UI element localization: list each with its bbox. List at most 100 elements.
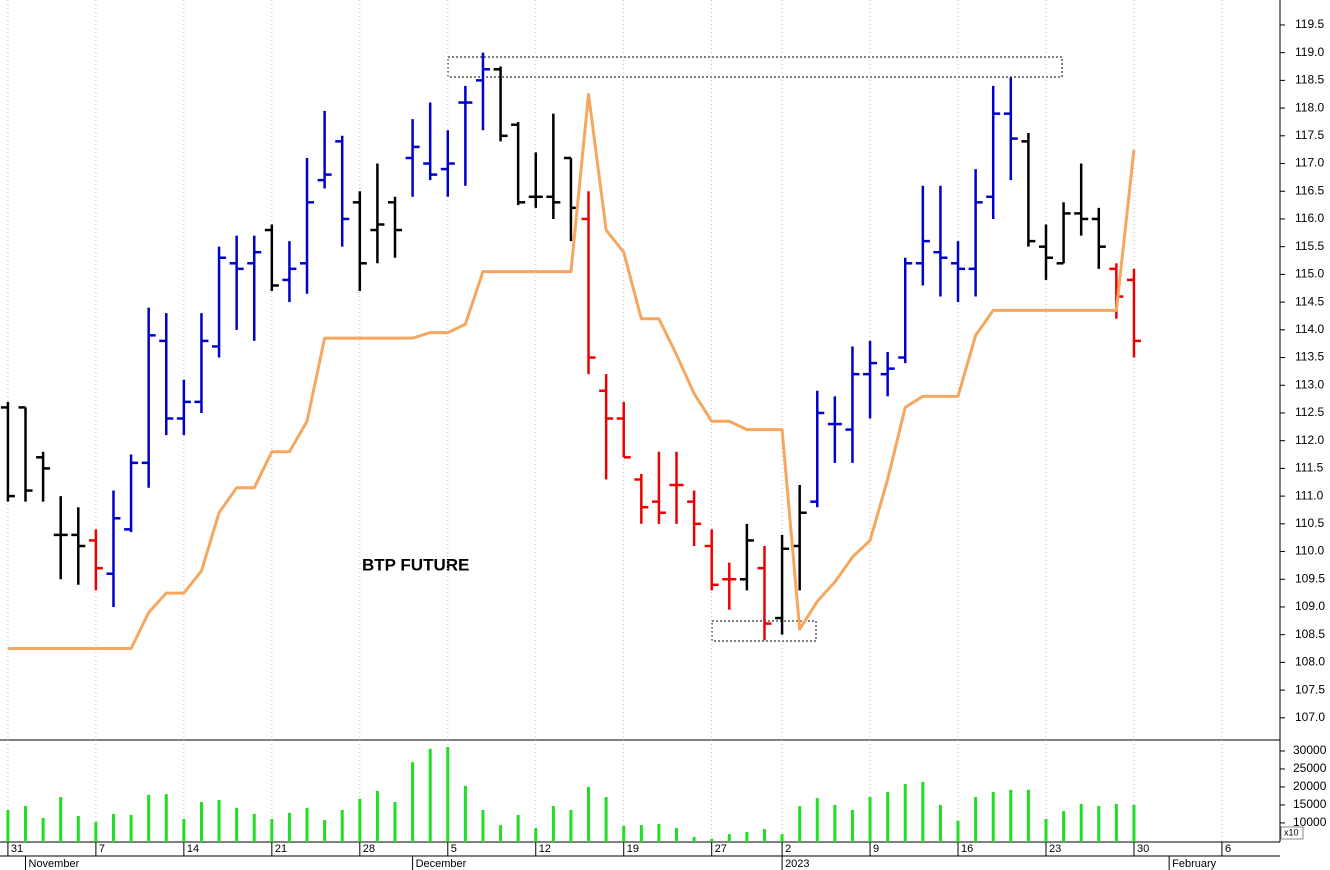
volume-bar: [287, 812, 291, 842]
x-tick-label: 9: [873, 843, 879, 855]
x-tick-label: 31: [11, 843, 23, 855]
volume-bar: [182, 818, 186, 842]
volume-bar: [340, 809, 344, 842]
y-tick-label: 116.0: [1295, 211, 1324, 225]
volume-bar: [1044, 818, 1048, 842]
multiplier-label: x10: [1284, 827, 1299, 837]
y-tick-label: 111.0: [1295, 488, 1324, 502]
volume-bar: [657, 824, 661, 842]
y-tick-label: 110.5: [1295, 516, 1324, 530]
volume-bar: [1132, 804, 1136, 842]
x-tick-label: 5: [451, 843, 457, 855]
volume-bar: [375, 790, 379, 842]
volume-bar: [815, 798, 819, 842]
x-tick-label: 7: [99, 843, 105, 855]
volume-bar: [1079, 803, 1083, 842]
x-tick-label: 21: [275, 843, 287, 855]
volume-bar: [974, 797, 978, 842]
volume-bar: [762, 829, 766, 842]
volume-bar: [745, 831, 749, 842]
volume-bar: [780, 834, 784, 842]
y-tick-label: 15000: [1293, 797, 1327, 811]
volume-bar: [59, 797, 63, 842]
volume-bar: [903, 784, 907, 842]
volume-bar: [692, 836, 696, 842]
volume-bar: [991, 791, 995, 842]
y-tick-label: 113.5: [1295, 350, 1324, 364]
y-tick-label: 114.0: [1295, 322, 1324, 336]
volume-bar: [305, 807, 309, 842]
y-tick-label: 118.0: [1295, 100, 1324, 114]
y-tick-label: 117.5: [1295, 128, 1324, 142]
x-tick-label: 30: [1137, 843, 1149, 855]
x-tick-label: 6: [1225, 843, 1231, 855]
volume-bar: [411, 762, 415, 842]
multiplier-box: [1280, 826, 1304, 840]
y-tick-label: 20000: [1293, 779, 1327, 793]
y-tick-label: 10000: [1293, 815, 1327, 829]
volume-bar: [921, 781, 925, 842]
volume-bar: [199, 802, 203, 842]
volume-bar: [622, 825, 626, 842]
volume-bar: [393, 802, 397, 842]
volume-bar: [798, 806, 802, 842]
volume-bar: [639, 825, 643, 842]
x-tick-label: 27: [715, 843, 727, 855]
volume-bar: [164, 794, 168, 842]
volume-bar: [938, 804, 942, 842]
x-tick-label: 12: [539, 843, 551, 855]
y-tick-label: 119.5: [1295, 17, 1324, 31]
volume-bar: [463, 785, 467, 842]
volume-bar: [1097, 806, 1101, 842]
month-label: November: [29, 858, 80, 870]
y-tick-label: 111.5: [1295, 461, 1324, 475]
volume-bar: [217, 799, 221, 842]
volume-bar: [24, 806, 28, 842]
y-tick-label: 115.0: [1295, 267, 1324, 281]
volume-bar: [1062, 811, 1066, 842]
y-tick-label: 114.5: [1295, 294, 1324, 308]
volume-bar: [129, 815, 133, 842]
volume-bar: [323, 820, 327, 842]
volume-bar: [76, 816, 80, 842]
y-tick-label: 109.5: [1295, 571, 1325, 585]
month-label: 2023: [785, 858, 809, 870]
month-label: February: [1172, 858, 1217, 870]
volume-bar: [358, 798, 362, 842]
y-tick-label: 116.5: [1295, 183, 1324, 197]
volume-bar: [569, 809, 573, 842]
volume-bar: [111, 813, 115, 842]
volume-bar: [727, 834, 731, 842]
volume-bar: [1114, 803, 1118, 842]
y-tick-label: 110.0: [1295, 544, 1324, 558]
volume-bar: [1009, 789, 1013, 842]
volume-bar: [868, 797, 872, 842]
volume-bar: [850, 809, 854, 842]
volume-bar: [252, 813, 256, 842]
volume-bar: [270, 818, 274, 842]
volume-bar: [499, 825, 503, 842]
x-tick-label: 16: [961, 843, 973, 855]
x-tick-label: 2: [785, 843, 791, 855]
volume-bar: [235, 807, 239, 842]
resistance-box: [447, 56, 1063, 78]
volume-bar: [1026, 789, 1030, 842]
volume-bar: [710, 838, 714, 842]
x-tick-label: 23: [1049, 843, 1061, 855]
y-tick-label: 107.5: [1295, 682, 1325, 696]
volume-bar: [956, 820, 960, 842]
y-tick-label: 117.0: [1295, 156, 1324, 170]
y-tick-label: 108.0: [1295, 655, 1325, 669]
volume-bar: [6, 809, 10, 842]
volume-bar: [833, 804, 837, 842]
month-label: December: [416, 858, 467, 870]
volume-bar: [41, 817, 45, 842]
stop-line: [7, 92, 1136, 651]
annotation: BTP FUTURE: [362, 555, 469, 574]
volume-bar: [94, 821, 98, 842]
volume-bar: [428, 748, 432, 842]
y-tick-label: 108.5: [1295, 627, 1325, 641]
